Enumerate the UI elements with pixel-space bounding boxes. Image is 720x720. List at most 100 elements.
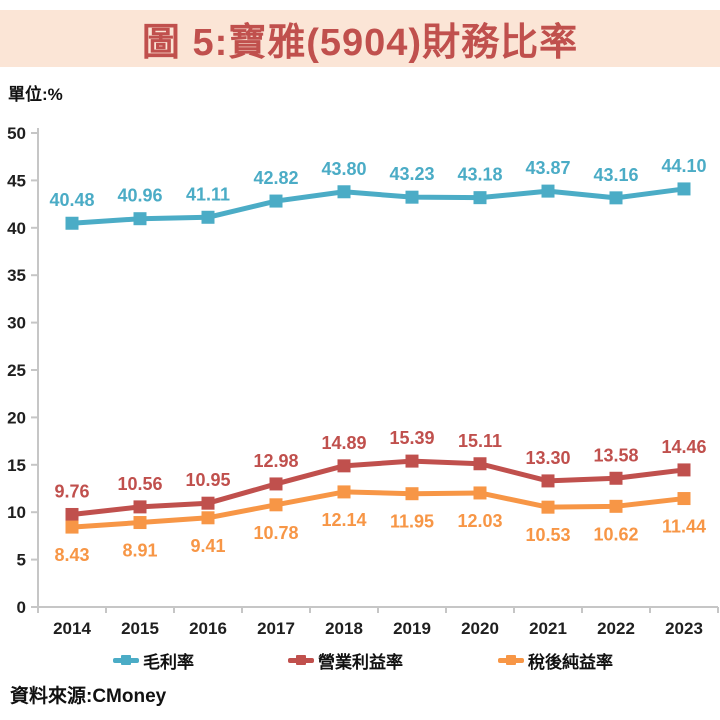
data-label-0: 43.18 (457, 165, 502, 185)
legend-marker-icon (113, 654, 139, 665)
data-label-0: 43.87 (525, 158, 570, 178)
x-axis-tick-label: 2019 (393, 619, 431, 638)
series-marker-1 (405, 454, 419, 468)
series-marker-1 (541, 474, 555, 488)
data-label-1: 14.89 (321, 433, 366, 453)
y-axis-tick-label: 45 (7, 171, 26, 190)
data-label-1: 13.58 (593, 445, 638, 465)
series-marker-0 (337, 185, 351, 199)
data-label-1: 15.11 (458, 431, 502, 451)
series-marker-2 (65, 520, 79, 534)
y-axis-tick-label: 30 (7, 314, 26, 333)
series-marker-1 (133, 500, 147, 514)
series-marker-1 (473, 457, 487, 471)
legend-label: 稅後純益率 (528, 652, 613, 672)
series-marker-2 (405, 487, 419, 501)
legend-marker-icon (288, 654, 314, 665)
x-axis-tick-label: 2014 (53, 619, 91, 638)
series-marker-2 (201, 511, 215, 525)
source-label: 資料來源:CMoney (10, 686, 167, 707)
y-axis-tick-label: 10 (7, 503, 26, 522)
x-axis-tick-label: 2017 (257, 619, 295, 638)
unit-label: 單位:% (8, 85, 63, 104)
data-label-0: 41.11 (186, 184, 230, 204)
series-marker-1 (337, 459, 351, 473)
series-marker-2 (269, 498, 283, 512)
x-axis-tick-label: 2018 (325, 619, 363, 638)
legend-label: 營業利益率 (318, 652, 403, 672)
data-label-2: 10.53 (525, 525, 570, 545)
data-label-1: 10.56 (117, 474, 162, 494)
series-marker-0 (405, 190, 419, 204)
series-marker-2 (473, 486, 487, 500)
series-line-0 (71, 186, 685, 226)
series-marker-0 (541, 184, 555, 198)
series-marker-1 (65, 507, 79, 521)
data-label-2: 9.41 (190, 536, 225, 556)
data-label-1: 9.76 (54, 481, 89, 501)
legend-item-0: 毛利率 (113, 646, 194, 674)
data-label-2: 12.14 (321, 510, 366, 530)
chart-legend: 毛利率 營業利益率 稅後純益率 (0, 646, 720, 674)
data-label-1: 15.39 (389, 428, 434, 448)
data-label-2: 12.03 (457, 511, 502, 531)
series-marker-2 (609, 499, 623, 513)
data-label-1: 13.30 (525, 448, 570, 468)
series-marker-0 (201, 210, 215, 224)
x-axis-tick-label: 2015 (121, 619, 159, 638)
series-marker-1 (609, 471, 623, 485)
data-label-2: 8.91 (122, 541, 157, 561)
series-marker-2 (541, 500, 555, 514)
x-axis-tick-label: 2016 (189, 619, 227, 638)
data-label-2: 11.44 (662, 517, 706, 537)
series-marker-0 (473, 191, 487, 205)
data-label-1: 14.46 (661, 437, 706, 457)
series-marker-1 (201, 496, 215, 510)
y-axis-tick-label: 15 (7, 456, 26, 475)
series-marker-0 (65, 216, 79, 230)
data-label-0: 40.48 (49, 190, 94, 210)
data-label-0: 40.96 (117, 186, 162, 206)
series-marker-1 (269, 477, 283, 491)
series-marker-2 (337, 485, 351, 499)
data-label-0: 43.80 (321, 159, 366, 179)
x-axis-tick-label: 2023 (665, 619, 703, 638)
data-label-0: 43.23 (389, 164, 434, 184)
series-marker-0 (269, 194, 283, 208)
data-label-2: 8.43 (54, 545, 89, 565)
data-label-0: 43.16 (593, 165, 638, 185)
y-axis-tick-label: 50 (7, 124, 26, 143)
line-chart: 0 5 10 15 20 25 30 35 40 45 50 2014 2015 2016 2017 2018… (0, 105, 720, 640)
y-axis-tick-label: 0 (17, 598, 26, 617)
data-label-1: 10.95 (185, 470, 230, 490)
series-line-1 (71, 458, 685, 517)
series-marker-0 (133, 212, 147, 226)
data-label-0: 44.10 (661, 156, 706, 176)
legend-item-1: 營業利益率 (288, 646, 403, 674)
x-axis-tick-label: 2022 (597, 619, 635, 638)
series-marker-0 (609, 191, 623, 205)
page-title: 圖 5:寶雅(5904)財務比率 (141, 22, 579, 64)
legend-marker-icon (498, 654, 524, 665)
series-marker-0 (677, 182, 691, 196)
data-label-2: 11.95 (390, 512, 434, 532)
series-marker-2 (133, 516, 147, 530)
x-axis-tick-label: 2021 (529, 619, 567, 638)
y-axis-tick-label: 5 (17, 551, 26, 570)
y-axis-tick-label: 25 (7, 361, 26, 380)
series-marker-2 (677, 492, 691, 506)
series-marker-1 (677, 463, 691, 477)
legend-label: 毛利率 (143, 652, 194, 672)
title-banner: 圖 5:寶雅(5904)財務比率 (0, 10, 720, 67)
data-label-1: 12.98 (253, 451, 298, 471)
y-axis-tick-label: 40 (7, 219, 26, 238)
data-label-2: 10.62 (593, 524, 638, 544)
x-axis-tick-label: 2020 (461, 619, 499, 638)
y-axis-tick-label: 20 (7, 408, 26, 427)
legend-item-2: 稅後純益率 (498, 646, 613, 674)
data-label-2: 10.78 (253, 523, 298, 543)
data-label-0: 42.82 (253, 168, 298, 188)
y-axis-tick-label: 35 (7, 266, 26, 285)
line-chart-canvas: 0 5 10 15 20 25 30 35 40 45 50 2014 2015 2016 2017 2018… (7, 124, 719, 638)
